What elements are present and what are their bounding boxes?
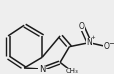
Text: CH₃: CH₃ bbox=[65, 68, 78, 74]
Text: N: N bbox=[39, 65, 45, 74]
Text: N: N bbox=[86, 38, 91, 47]
Text: −: − bbox=[108, 41, 113, 47]
Text: +: + bbox=[90, 35, 95, 40]
Text: O: O bbox=[103, 42, 109, 51]
Text: O: O bbox=[78, 22, 84, 31]
